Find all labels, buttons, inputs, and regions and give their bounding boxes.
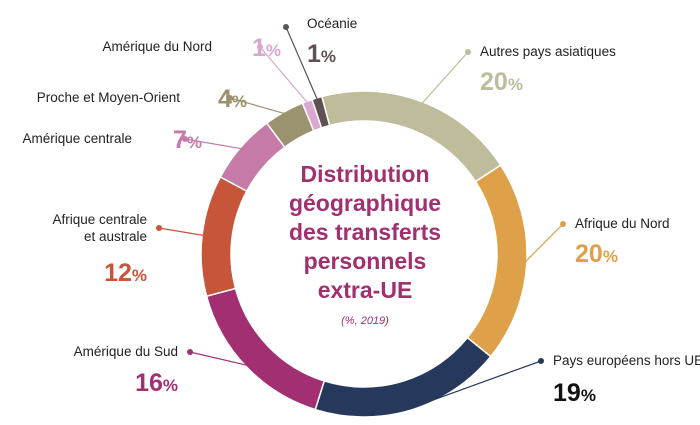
label-pays-europeens-hors-ue: Pays européens hors UE 19% [410, 353, 700, 409]
leader-dot [182, 136, 188, 142]
slice-value: 20% [575, 240, 618, 268]
center-title-line-5: extra-UE [318, 277, 413, 303]
leader-line [524, 223, 564, 263]
slice-value: 1% [252, 34, 281, 62]
leader-dot [227, 95, 233, 101]
slice-name: Océanie [307, 16, 357, 31]
slice-value: 20% [480, 68, 523, 96]
label-amerique-du-sud: Amérique du Sud 16% [74, 344, 248, 397]
leader-dot [283, 24, 289, 30]
leader-line [285, 26, 319, 101]
center-title-line-2: géographique [289, 190, 441, 216]
slice-name: Proche et Moyen-Orient [37, 90, 181, 105]
center-title-line-3: des transferts [289, 219, 441, 245]
leader-dot [538, 358, 544, 364]
leader-dot [560, 221, 566, 227]
center-title-line-4: personnels [304, 248, 427, 274]
slice-name: Amérique du Nord [102, 39, 212, 54]
slice-value: 1% [307, 40, 336, 68]
center-subtitle: (%, 2019) [341, 315, 389, 327]
slice-value: 19% [553, 379, 596, 407]
leader-dot [156, 225, 162, 231]
slice-afrique-centrale [200, 175, 248, 298]
label-autres-pays-asiatiques: Autres pays asiatiques 20% [421, 44, 616, 105]
label-amerique-du-nord: Amérique du Nord 1% [102, 34, 309, 104]
slice-value: 4% [218, 85, 247, 113]
label-proche-et-moyen-orient: Proche et Moyen-Orient 4% [37, 85, 286, 115]
label-amerique-centrale: Amérique centrale 7% [22, 126, 243, 154]
leader-line [259, 46, 309, 104]
slice-value: 12% [104, 259, 147, 287]
label-afrique-centrale: Afrique centrale et australe 12% [52, 212, 205, 287]
slice-name: Amérique du Sud [74, 344, 178, 359]
leader-dot [187, 349, 193, 355]
slice-name: Autres pays asiatiques [480, 44, 616, 59]
center-title: Distribution géographique des transferts… [289, 161, 441, 327]
leader-dot [465, 49, 471, 55]
slice-name: Afrique du Nord [575, 216, 670, 231]
leader-line [229, 97, 286, 115]
leader-line [158, 227, 205, 237]
slice-name: Afrique centrale [52, 212, 147, 227]
leader-line [410, 360, 542, 409]
slice-name-line-2: et australe [84, 229, 147, 244]
label-oceanie: Océanie 1% [283, 16, 357, 101]
donut-ring [200, 90, 528, 418]
leader-line [184, 138, 243, 150]
slice-afrique-du-nord [466, 164, 528, 358]
slice-amerique-du-sud [205, 287, 326, 411]
leader-dot [257, 44, 263, 50]
slice-value: 16% [135, 369, 178, 397]
slice-pays-europeens-hors-ue [314, 336, 492, 418]
slice-name: Pays européens hors UE [553, 353, 700, 368]
leader-line [189, 351, 248, 367]
slice-value: 7% [173, 126, 202, 154]
slice-name: Amérique centrale [22, 131, 132, 146]
center-title-line-1: Distribution [300, 161, 429, 187]
slice-oceanie [311, 95, 331, 129]
label-afrique-du-nord: Afrique du Nord 20% [524, 216, 670, 268]
leader-line [421, 51, 469, 105]
